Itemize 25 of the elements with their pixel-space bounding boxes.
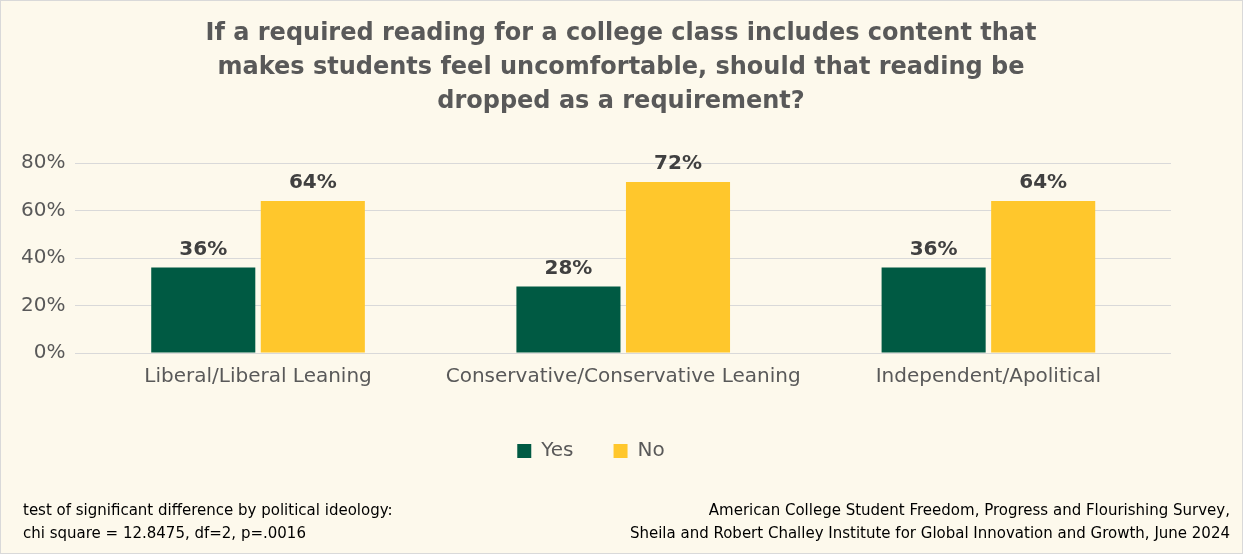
data-label: 36% bbox=[909, 235, 958, 260]
bar bbox=[991, 201, 1096, 353]
y-tick-label: 20% bbox=[21, 291, 66, 316]
bar bbox=[260, 201, 365, 353]
y-tick-label: 40% bbox=[21, 244, 66, 269]
text: American College Student Freedom, Progress and Flourishing Survey, Sheila and Robert Challey Institute for Global Innovation and Growth, June 2024 bbox=[629, 500, 1230, 544]
data-label: 64% bbox=[288, 169, 337, 194]
text: test of significant difference by political ideology: chi square = 12.8475, df=2, p=.0016 bbox=[23, 500, 393, 544]
data-label: 36% bbox=[179, 235, 228, 260]
bar bbox=[151, 267, 256, 353]
bar bbox=[625, 182, 731, 353]
x-tick-label: Liberal/Liberal Leaning bbox=[144, 363, 372, 388]
bar bbox=[881, 267, 986, 353]
bar bbox=[516, 286, 621, 353]
chart-title: If a required reading for a college class includes content that makes students feel uncomfortable, should that reading be dropped as a requirement? bbox=[204, 17, 1038, 116]
legend-label: No bbox=[637, 437, 665, 462]
x-tick-label: Independent/Apolitical bbox=[875, 363, 1102, 388]
data-label: 28% bbox=[544, 254, 593, 279]
y-tick-label: 80% bbox=[21, 149, 66, 174]
legend-label: Yes bbox=[540, 437, 574, 462]
data-label: 64% bbox=[1019, 169, 1068, 194]
x-tick-label: Conservative/Conservative Leaning bbox=[445, 363, 801, 388]
data-label: 72% bbox=[654, 150, 702, 175]
y-tick-label: 60% bbox=[21, 196, 66, 221]
y-tick-label: 0% bbox=[33, 339, 66, 364]
